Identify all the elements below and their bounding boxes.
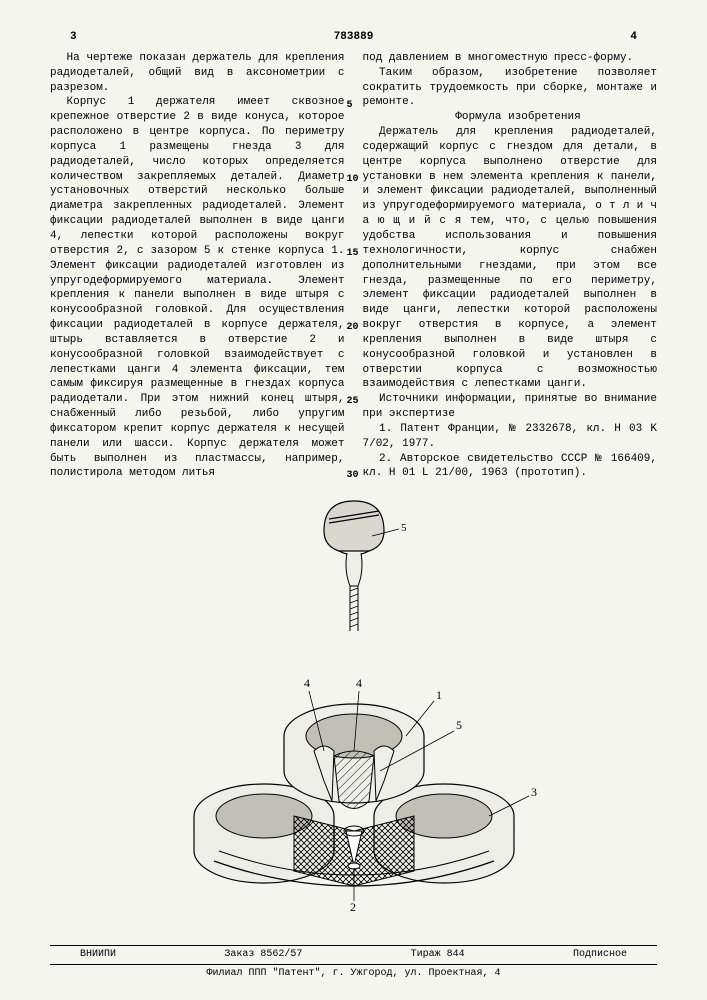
source-1: 1. Патент Франции, № 2332678, кл. H 03 K… <box>363 422 658 452</box>
footer-order: Заказ 8562/57 <box>224 948 302 962</box>
line-number: 25 <box>347 395 359 409</box>
line-number: 15 <box>347 247 359 261</box>
fig2-label-1: 1 <box>436 688 442 702</box>
footer-signed: Подписное <box>573 948 627 962</box>
page-header: 3 783889 4 <box>50 30 657 45</box>
left-para-2: Корпус 1 держателя имеет сквозное крепеж… <box>50 95 345 481</box>
line-number: 5 <box>347 99 353 113</box>
right-column: 5 10 15 20 25 30 под давлением в многоме… <box>363 51 658 481</box>
page: 3 783889 4 На чертеже показан держатель … <box>0 0 707 1000</box>
patent-number: 783889 <box>334 30 374 45</box>
right-para-2: Таким образом, изобретение позволяет сок… <box>363 66 658 111</box>
page-right-number: 4 <box>630 30 637 45</box>
fig2-label-3: 3 <box>531 785 537 799</box>
fig2-label-4a: 4 <box>304 676 310 690</box>
fig2-label-4b: 4 <box>356 676 362 690</box>
page-left-number: 3 <box>70 30 77 45</box>
left-para-1: На чертеже показан держатель для креплен… <box>50 51 345 96</box>
footer-org: ВНИИПИ <box>80 948 116 962</box>
claim-text: Держатель для крепления радиодеталей, со… <box>363 125 658 392</box>
footer: ВНИИПИ Заказ 8562/57 Тираж 844 Подписное… <box>50 945 657 980</box>
claims-title: Формула изобретения <box>363 110 658 125</box>
holder-drawing: 4 4 1 5 3 2 <box>154 651 554 911</box>
figure-2: 4 4 1 5 3 2 <box>50 651 657 911</box>
figure-1: 5 <box>50 491 657 641</box>
fig1-label-5: 5 <box>401 522 407 534</box>
footer-address: Филиал ППП "Патент", г. Ужгород, ул. Про… <box>50 964 657 981</box>
text-columns: На чертеже показан держатель для креплен… <box>50 51 657 481</box>
left-column: На чертеже показан держатель для креплен… <box>50 51 345 481</box>
source-2: 2. Авторское свидетельство СССР № 166409… <box>363 452 658 482</box>
sources-title: Источники информации, принятые во вниман… <box>363 392 658 422</box>
right-para-1: под давлением в многоместную пресс-форму… <box>363 51 658 66</box>
fig2-label-5: 5 <box>456 718 462 732</box>
fig2-label-2: 2 <box>350 900 356 911</box>
pin-drawing: 5 <box>294 491 414 641</box>
line-number: 20 <box>347 321 359 335</box>
line-number: 10 <box>347 173 359 187</box>
line-number: 30 <box>347 469 359 483</box>
footer-print-run: Тираж 844 <box>411 948 465 962</box>
